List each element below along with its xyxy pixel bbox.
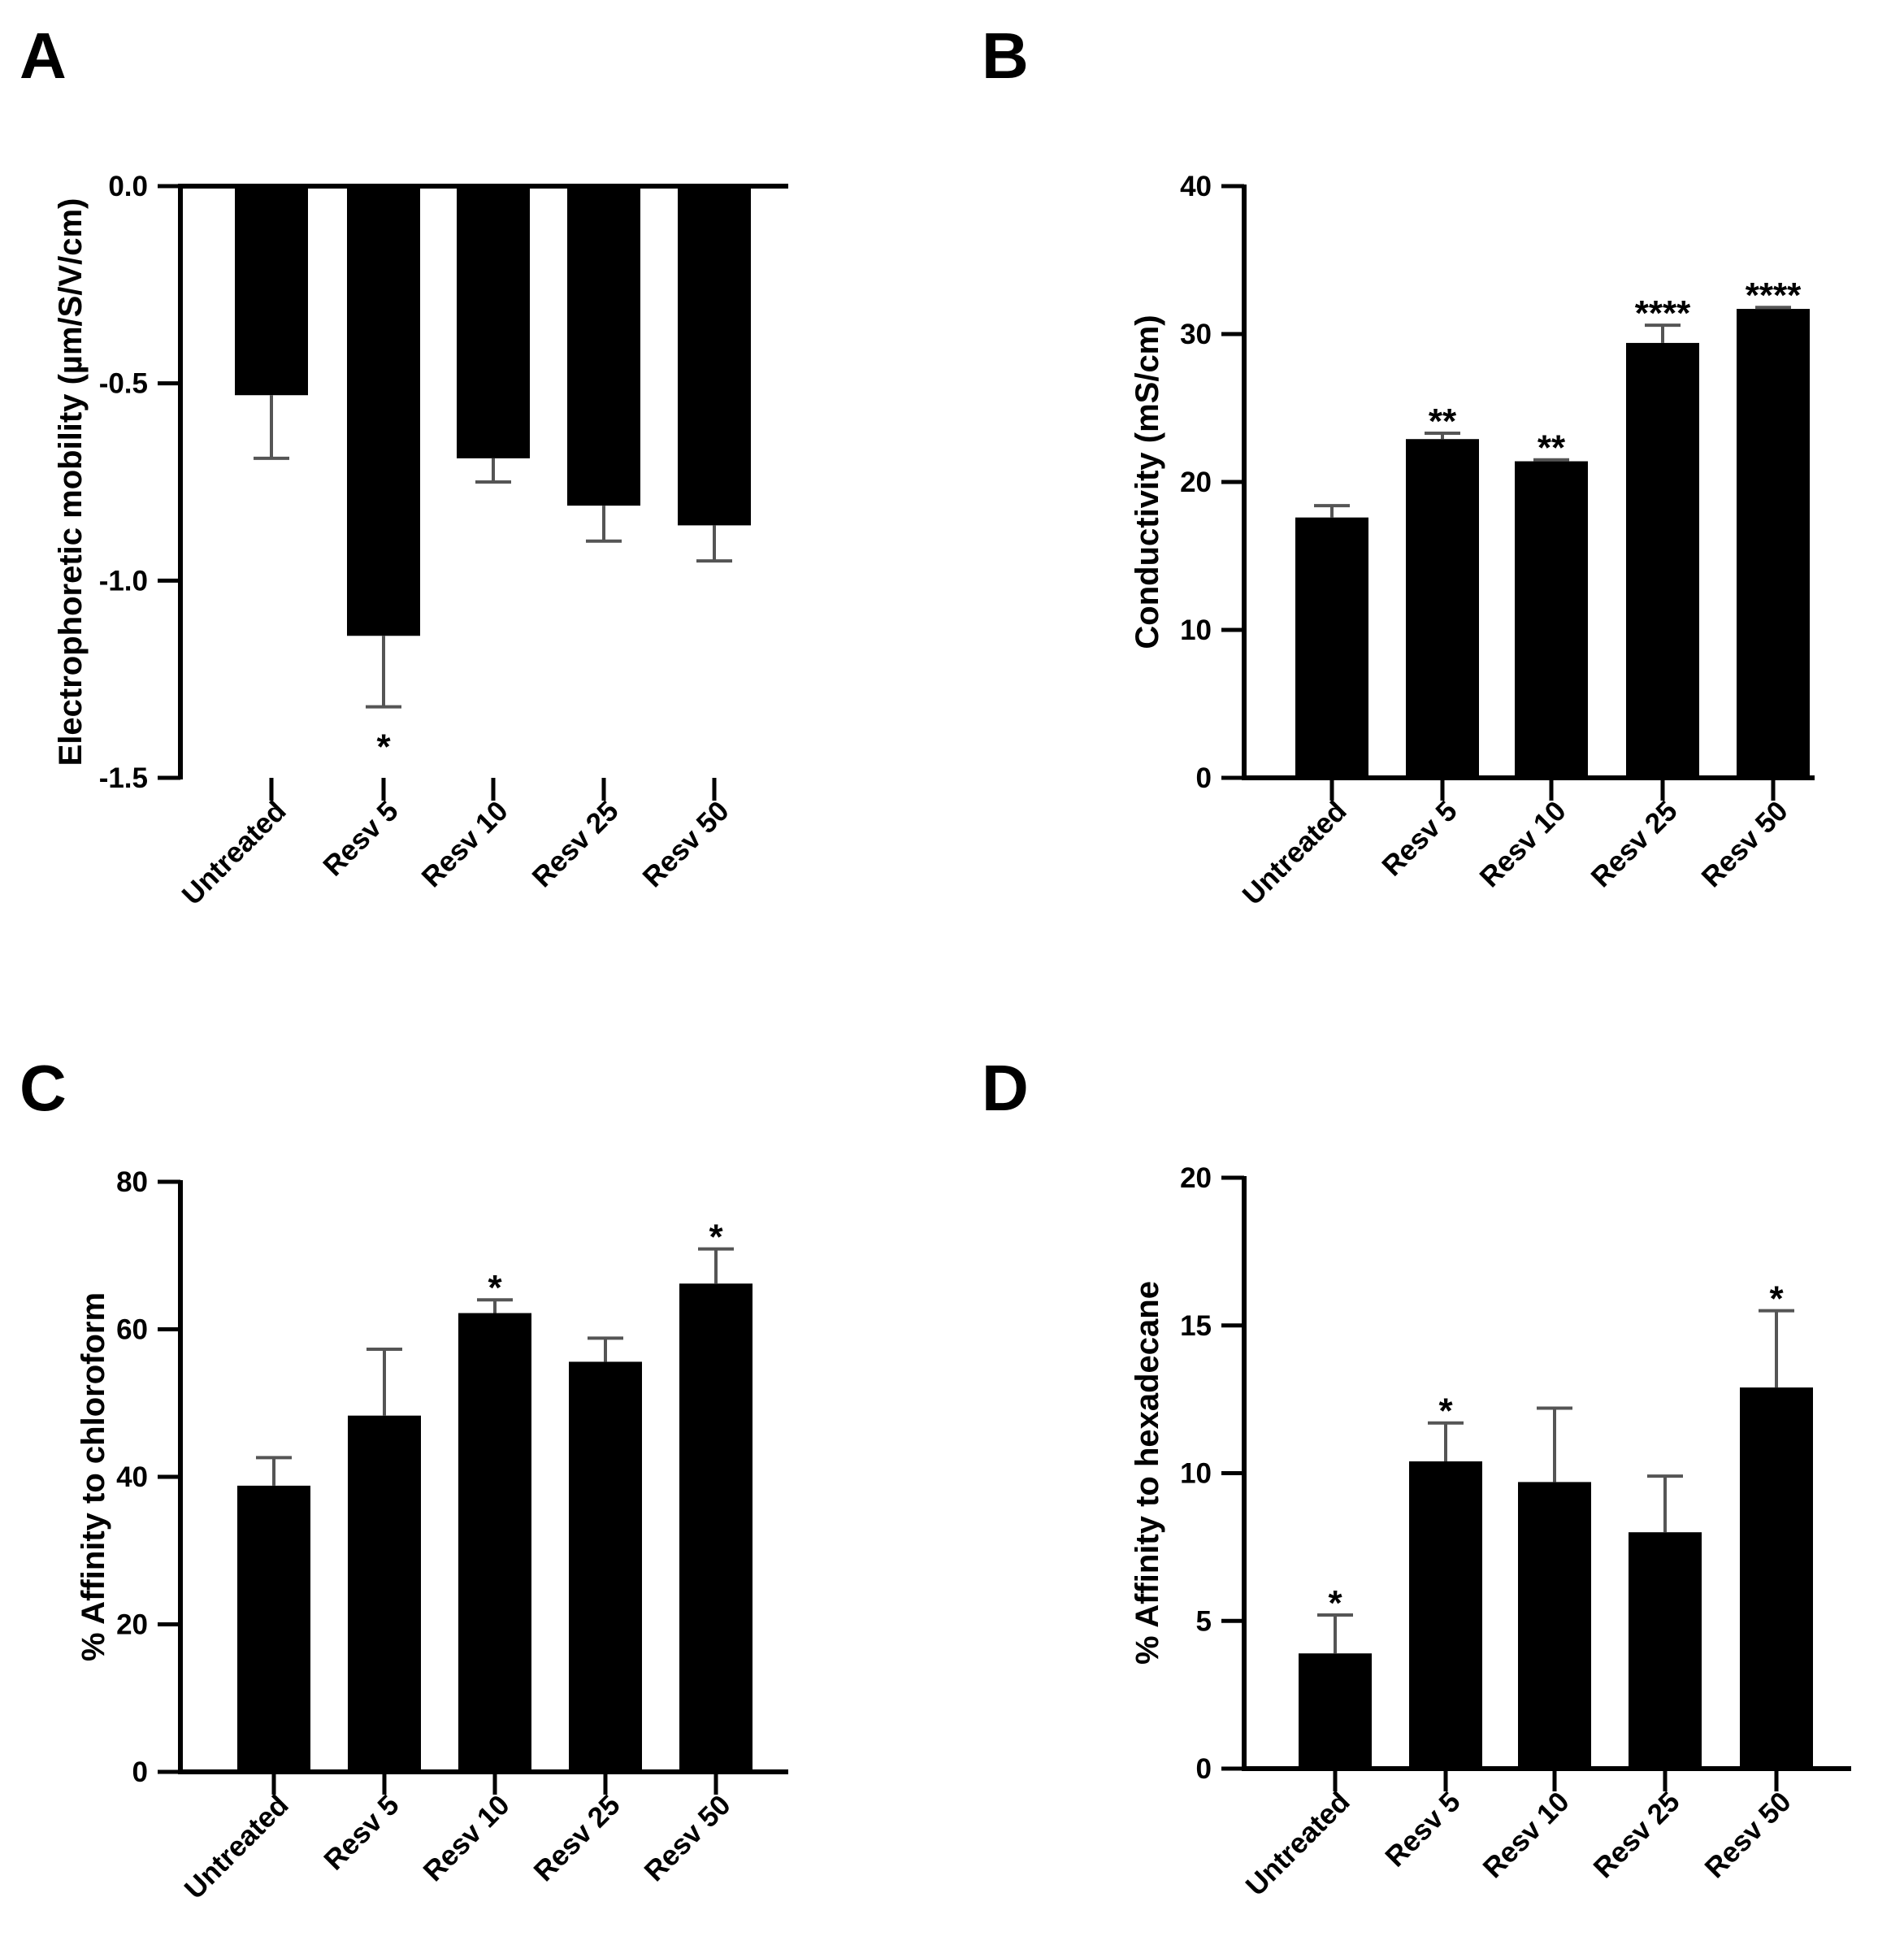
y-tick-label: 0.0	[108, 171, 148, 202]
bar-resv-10	[458, 1313, 531, 1772]
bar-resv-25	[567, 186, 640, 506]
category-label: Untreated	[179, 1789, 295, 1905]
y-tick-label: 60	[116, 1314, 148, 1346]
category-label: Resv 50	[637, 795, 735, 893]
y-tick-label: 10	[1180, 614, 1212, 646]
panel-c: C 0 20 40 60 80 % Affinity to chloroform Untrea…	[20, 1052, 788, 1905]
bar-resv-5	[347, 186, 420, 636]
significance-marker: *	[376, 727, 391, 767]
panel-a: A 0.0 -0.5 -1.0 -1.5 Electrophoretic mobility…	[20, 20, 788, 911]
category-label: Untreated	[1240, 1786, 1356, 1902]
y-tick-label: 40	[116, 1461, 148, 1493]
bar-resv-10	[457, 186, 530, 458]
significance-marker: *	[709, 1218, 723, 1257]
bar-resv-10	[1515, 461, 1588, 778]
category-label: Resv 25	[1585, 795, 1684, 893]
significance-marker: ****	[1635, 293, 1691, 333]
bar-resv-50	[678, 186, 751, 526]
y-tick-label: 0	[1196, 1753, 1212, 1785]
panel-b: B 0 10 20 30 40 Conductivity (mS/cm) Untreated R…	[982, 20, 1815, 911]
panel-letter: B	[982, 20, 1029, 92]
y-axis-title: Conductivity (mS/cm)	[1130, 315, 1165, 649]
y-tick-label: 0	[1196, 762, 1212, 794]
bar-untreated	[235, 186, 308, 396]
bar-resv-50	[679, 1283, 752, 1772]
category-label: Resv 25	[528, 1789, 627, 1887]
bar-resv-5	[1409, 1461, 1482, 1769]
bar-resv-5	[348, 1415, 421, 1772]
category-label: Resv 50	[1699, 1786, 1798, 1884]
y-tick-label: 40	[1180, 171, 1212, 202]
category-label: Resv 5	[1376, 795, 1463, 882]
bar-resv-50	[1737, 309, 1810, 778]
significance-marker: *	[488, 1268, 502, 1308]
significance-marker: *	[1328, 1583, 1342, 1623]
y-axis-title: % Affinity to chloroform	[76, 1292, 111, 1661]
y-tick-label: -1.5	[99, 762, 148, 794]
panel-letter: A	[20, 20, 67, 92]
category-label: Resv 10	[1474, 795, 1572, 893]
y-axis-title: % Affinity to hexadecane	[1130, 1281, 1165, 1665]
y-tick-label: 30	[1180, 319, 1212, 350]
bar-resv-10	[1518, 1482, 1591, 1769]
category-label: Resv 10	[416, 795, 514, 893]
bar-resv-50	[1740, 1387, 1813, 1769]
category-label: Untreated	[1237, 795, 1353, 911]
category-label: Untreated	[176, 795, 293, 911]
category-label: Resv 25	[1588, 1786, 1686, 1884]
bar-resv-25	[1629, 1532, 1702, 1769]
y-tick-label: 80	[116, 1166, 148, 1198]
bar-untreated	[1299, 1653, 1372, 1769]
category-label: Resv 10	[418, 1789, 516, 1887]
bar-resv-5	[1406, 439, 1479, 778]
panel-d: D 0 5 10 15 20 % Affinity to hexadecane Untreat…	[982, 1052, 1851, 1902]
panel-letter: C	[20, 1052, 67, 1124]
bar-resv-25	[1626, 342, 1699, 778]
significance-marker: *	[1438, 1391, 1453, 1431]
y-tick-label: 20	[1180, 1162, 1212, 1194]
significance-marker: **	[1429, 402, 1457, 441]
y-axis-title: Electrophoretic mobility (µm/S/V/cm)	[53, 198, 89, 766]
significance-marker: ****	[1746, 276, 1802, 315]
y-tick-label: 20	[116, 1609, 148, 1641]
y-tick-label: 0	[132, 1756, 148, 1788]
category-label: Resv 50	[1696, 795, 1794, 893]
bar-untreated	[1295, 517, 1368, 778]
category-label: Resv 5	[1379, 1786, 1466, 1873]
y-tick-label: -1.0	[99, 565, 148, 597]
y-tick-label: 10	[1180, 1458, 1212, 1490]
panel-letter: D	[982, 1052, 1029, 1124]
category-label: Resv 50	[639, 1789, 737, 1887]
y-tick-label: 15	[1180, 1310, 1212, 1342]
category-label: Resv 5	[318, 1789, 405, 1876]
y-tick-label: 20	[1180, 467, 1212, 498]
y-tick-label: -0.5	[99, 368, 148, 400]
category-label: Resv 25	[527, 795, 625, 893]
significance-marker: **	[1538, 428, 1566, 468]
bar-resv-25	[569, 1361, 642, 1772]
category-label: Resv 10	[1477, 1786, 1576, 1884]
category-label: Resv 5	[317, 795, 404, 882]
bar-untreated	[237, 1485, 310, 1772]
significance-marker: *	[1769, 1279, 1784, 1319]
y-tick-label: 5	[1196, 1605, 1212, 1637]
